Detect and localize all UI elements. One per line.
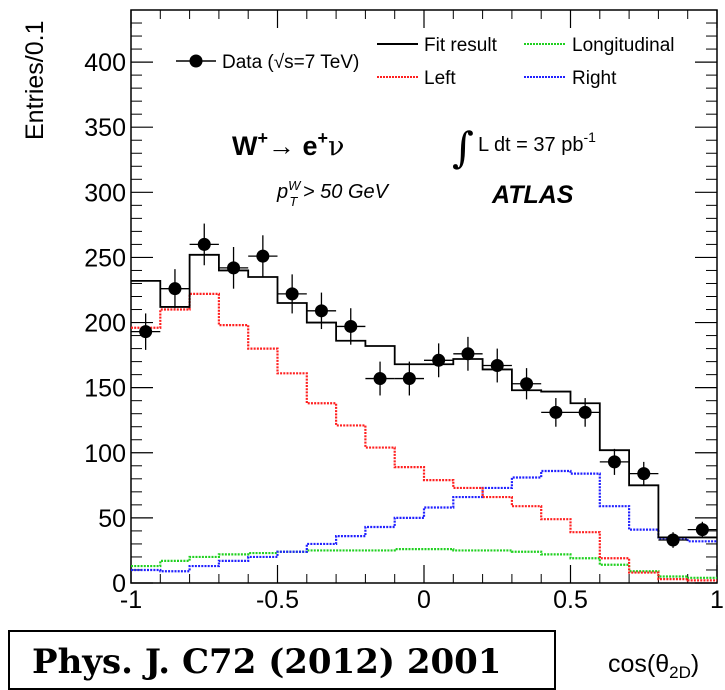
data-point [549,405,563,419]
citation-box: Phys. J. C72 (2012) 2001 [8,630,556,690]
legend: Data (√s=7 TeV) Fit result Left Longitud… [176,35,674,89]
data-point [168,282,182,296]
data-point [461,347,475,361]
citation-text: Phys. J. C72 (2012) 2001 [32,642,502,682]
data-point [373,372,387,386]
series-layer [131,223,717,582]
legend-data-label: Data (√s=7 TeV) [222,52,359,73]
y-tick-label: 400 [84,49,126,77]
series-leftstep [131,292,717,582]
y-axis-label: Entries/0.1 [21,20,49,140]
legend-long-label: Longitudinal [572,35,674,56]
data-point [637,467,651,481]
x-axis: -1 -0.5 0 0.5 1 [120,10,724,614]
cut-label: pW T > 50 GeV [276,178,390,209]
series-rightstep [131,469,717,573]
legend-left-label: Left [424,68,456,89]
plot-frame [130,9,718,584]
y-tick-label: 350 [84,114,126,142]
data-point [490,359,504,373]
legend-fit-label: Fit result [424,35,498,56]
legend-right-label: Right [572,68,617,89]
data-point [695,523,709,537]
y-tick-label: 100 [84,440,126,468]
data-point [607,455,621,469]
data-point [666,533,680,547]
data-point [344,319,358,333]
y-tick-label: 50 [98,505,126,533]
data-point [285,287,299,301]
y-tick-label: 250 [84,244,126,272]
data-point [578,405,592,419]
data-point [256,249,270,263]
data-point [402,372,416,386]
lumi-integral: ∫ [452,123,474,172]
y-tick-label: 0 [112,570,126,598]
data-point [197,237,211,251]
x-tick-label: -1 [120,586,142,614]
data-point [139,325,153,339]
x-tick-label: -0.5 [256,586,299,614]
y-tick-label: 150 [84,375,126,403]
y-tick-label: 300 [84,179,126,207]
y-axis: 0 50 100 150 200 250 300 350 400 [84,9,717,598]
legend-data-marker [189,54,203,68]
atlas-label: ATLAS [491,181,574,209]
x-tick-label: 1 [710,586,724,614]
lumi-label: L dt = 37 pb-1 [478,129,596,156]
data-point [314,304,328,318]
data-point [432,353,446,367]
x-axis-label: cos(θ2D) [608,650,699,682]
x-tick-label: 0.5 [553,586,588,614]
process-label: W+→ e+ν [232,128,344,162]
y-tick-label: 200 [84,310,126,338]
x-tick-label: 0 [417,586,431,614]
data-point [520,377,534,391]
data-point [227,261,241,275]
